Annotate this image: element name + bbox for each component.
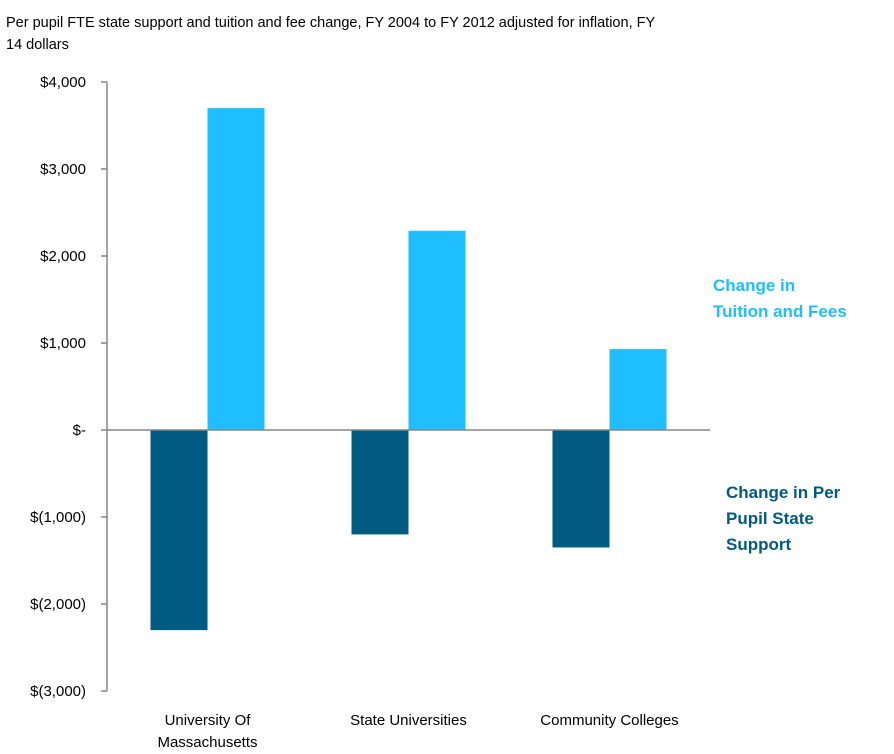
y-tick-label: $4,000	[40, 74, 86, 91]
x-category-label: Massachusetts	[157, 734, 257, 751]
bar-series-0-category-2	[552, 430, 610, 548]
legend: Change in Per Pupil State Support Change in…	[713, 276, 847, 554]
legend-series-0-label: Support	[726, 535, 791, 554]
bar-series-0-category-1	[351, 430, 409, 535]
bar-series-1-category-1	[408, 230, 466, 430]
legend-series-1-label: Change in	[713, 276, 795, 295]
x-category-label: State Universities	[350, 712, 467, 729]
y-tick-label: $(1,000)	[30, 509, 86, 526]
bar-series-0-category-0	[150, 430, 208, 631]
y-tick-label: $-	[73, 422, 86, 439]
x-category-label: University Of	[165, 712, 252, 729]
x-axis-category-labels: University Of Massachusetts State Universi…	[157, 712, 678, 751]
y-tick-label: $(2,000)	[30, 596, 86, 613]
y-tick-label: $3,000	[40, 161, 86, 178]
legend-series-1-label: Tuition and Fees	[713, 302, 847, 321]
bar-series-1-category-2	[609, 349, 667, 430]
legend-series-0-label: Change in Per	[726, 483, 841, 502]
bar-series-1-category-0	[207, 108, 265, 430]
x-category-label: Community Colleges	[540, 712, 678, 729]
y-axis-tick-labels: $4,000 $3,000 $2,000 $1,000 $- $(1,000) $(2,00…	[30, 74, 86, 700]
chart-title-line-1: Per pupil FTE state support and tuition …	[6, 15, 655, 31]
y-axis-tick-marks	[101, 81, 107, 692]
y-tick-label: $2,000	[40, 248, 86, 265]
y-tick-label: $1,000	[40, 335, 86, 352]
y-tick-label: $(3,000)	[30, 683, 86, 700]
chart-title-line-2: 14 dollars	[6, 37, 69, 53]
bars-group	[150, 108, 667, 631]
legend-series-0-label: Pupil State	[726, 509, 814, 528]
